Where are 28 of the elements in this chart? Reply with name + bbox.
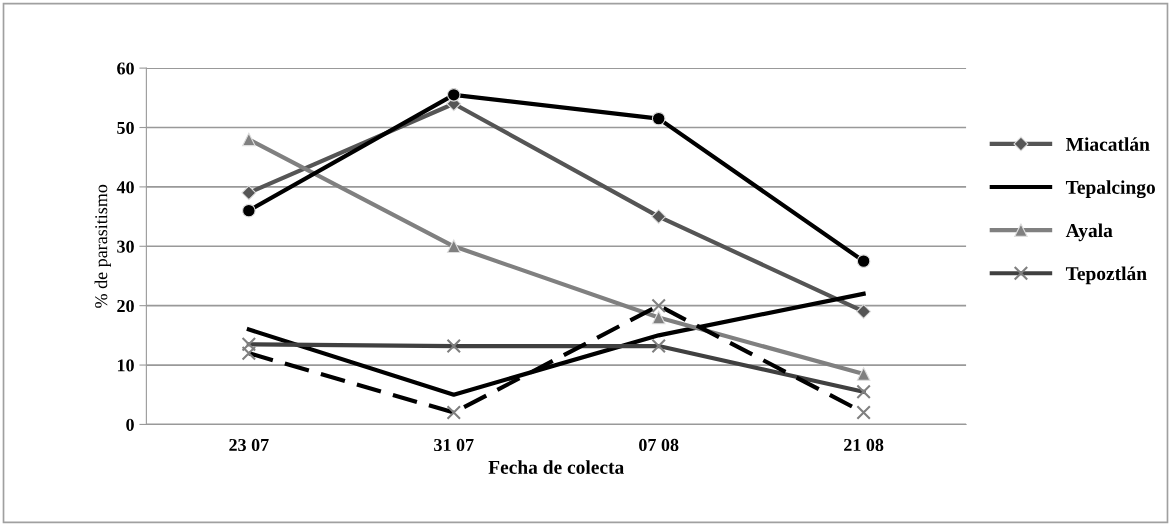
legend-label: Miacatlán <box>1065 137 1150 151</box>
point <box>242 132 256 147</box>
y-tick-label: 0 <box>126 418 134 431</box>
x-tick-label: 23 07 <box>229 438 269 452</box>
point <box>651 310 666 325</box>
y-tick-label: 30 <box>117 240 134 253</box>
x-axis-title: Fecha de colecta <box>488 460 624 474</box>
point <box>446 239 461 254</box>
x-tick-label: 07 08 <box>639 438 679 452</box>
y-tick-label: 20 <box>117 299 134 313</box>
point <box>446 88 461 102</box>
y-axis-title: % de parasitismo <box>94 184 111 308</box>
y-tick-label: 10 <box>117 359 134 372</box>
point <box>241 185 257 201</box>
legend-label: Ayala <box>1065 223 1113 242</box>
y-tick-label: 40 <box>116 181 134 194</box>
legend-label: Tepalcingo <box>1065 180 1155 199</box>
legend-label: Tepoztlán <box>1065 266 1147 285</box>
point <box>856 367 871 381</box>
y-tick-label: 50 <box>117 121 134 134</box>
y-tick-label: 60 <box>117 62 134 75</box>
x-tick-label: 31 07 <box>434 438 474 452</box>
point <box>651 209 667 225</box>
point <box>651 111 666 126</box>
point <box>242 203 256 218</box>
point <box>856 254 871 268</box>
point <box>856 304 872 320</box>
x-tick-label: 21 08 <box>844 438 884 452</box>
